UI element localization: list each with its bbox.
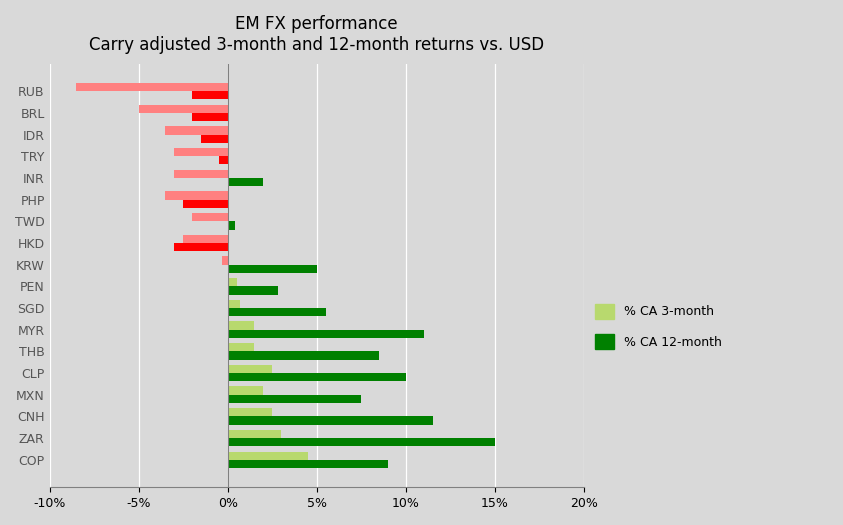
Bar	[175, 243, 228, 251]
Bar	[228, 365, 272, 373]
Bar	[228, 321, 255, 330]
Bar	[183, 235, 228, 243]
Bar	[192, 113, 228, 121]
Bar	[228, 343, 255, 351]
Bar	[165, 127, 228, 134]
Legend: % CA 3-month, % CA 12-month: % CA 3-month, % CA 12-month	[590, 299, 727, 354]
Bar	[228, 373, 405, 381]
Bar	[201, 134, 228, 143]
Bar	[228, 278, 237, 286]
Bar	[183, 200, 228, 208]
Bar	[228, 330, 424, 338]
Bar	[228, 351, 379, 360]
Bar	[219, 156, 228, 164]
Bar	[228, 452, 308, 460]
Bar	[228, 460, 388, 468]
Bar	[228, 178, 263, 186]
Bar	[228, 408, 272, 416]
Bar	[228, 286, 277, 295]
Bar	[228, 430, 282, 438]
Bar	[223, 256, 228, 265]
Title: EM FX performance
Carry adjusted 3-month and 12-month returns vs. USD: EM FX performance Carry adjusted 3-month…	[89, 15, 545, 54]
Bar	[165, 191, 228, 200]
Bar	[228, 416, 432, 425]
Bar	[175, 170, 228, 178]
Bar	[228, 300, 240, 308]
Bar	[192, 213, 228, 221]
Bar	[77, 83, 228, 91]
Bar	[228, 386, 263, 395]
Bar	[175, 148, 228, 156]
Bar	[138, 104, 228, 113]
Bar	[228, 438, 495, 446]
Bar	[228, 395, 362, 403]
Bar	[228, 308, 325, 316]
Bar	[228, 265, 317, 273]
Bar	[228, 221, 235, 229]
Bar	[192, 91, 228, 99]
